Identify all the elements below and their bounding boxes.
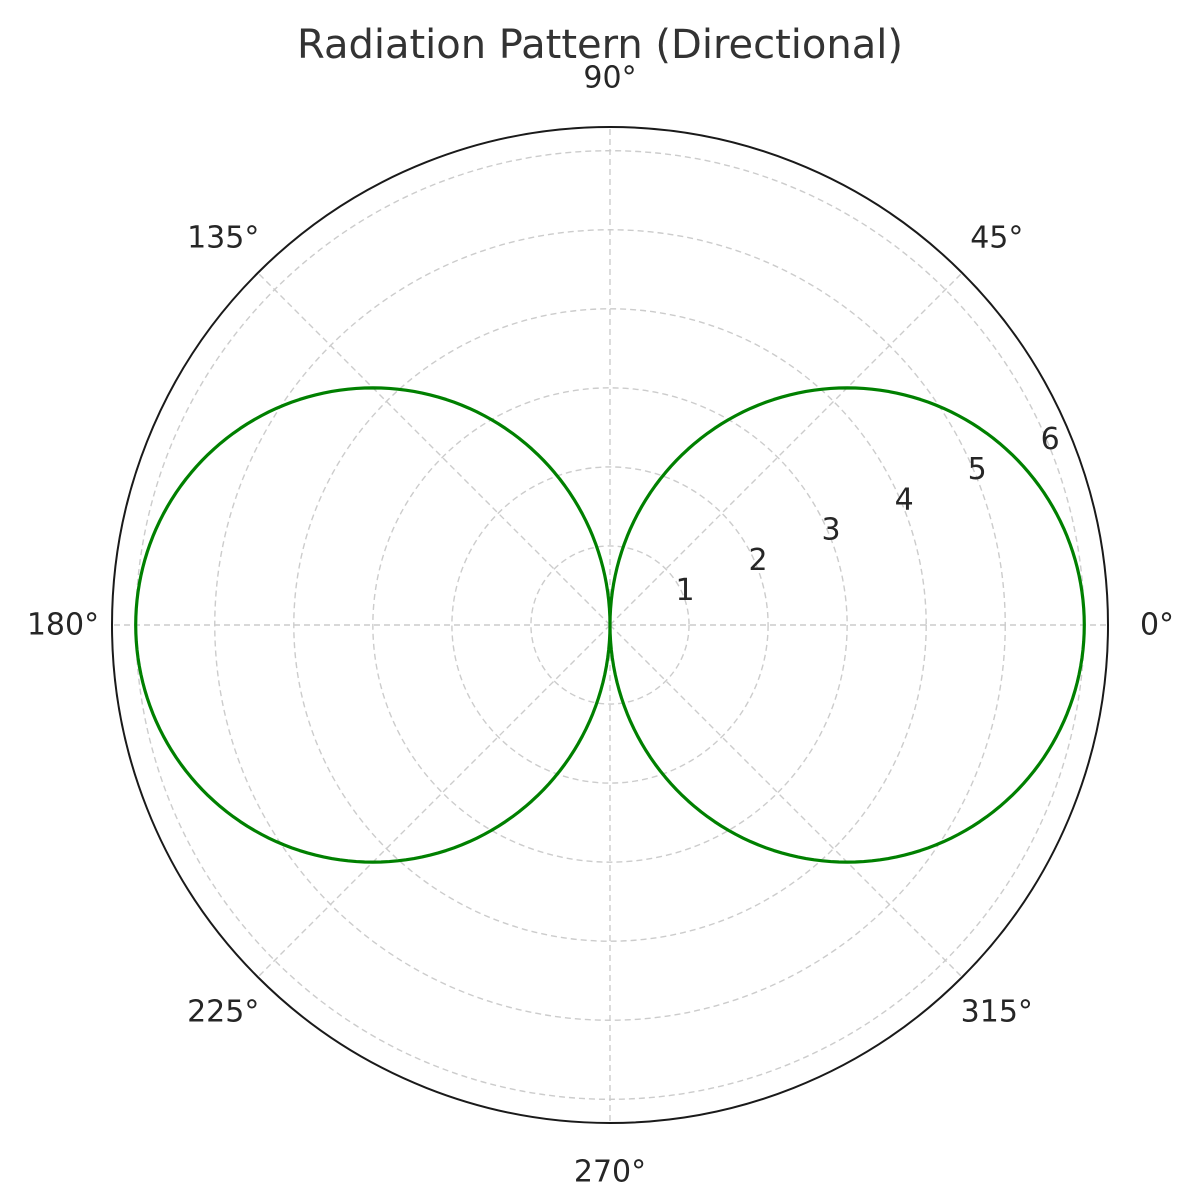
grid-circle-4 bbox=[293, 308, 927, 942]
radial-label-1: 1 bbox=[675, 573, 694, 608]
grid-circle-1 bbox=[530, 545, 690, 705]
radial-label-3: 3 bbox=[822, 513, 841, 548]
angle-label-180: 180° bbox=[27, 608, 99, 643]
grid-circle-2 bbox=[451, 466, 769, 784]
grid-spoke-135 bbox=[257, 272, 611, 626]
angle-label-225: 225° bbox=[187, 994, 259, 1029]
angle-label-45: 45° bbox=[970, 221, 1023, 256]
series-line-0 bbox=[134, 386, 1086, 864]
polar-frame bbox=[111, 126, 1109, 1124]
grid-spoke-45 bbox=[609, 272, 963, 626]
grid-layer bbox=[112, 127, 1108, 1123]
angle-label-90: 90° bbox=[583, 60, 636, 95]
angle-label-315: 315° bbox=[961, 994, 1033, 1029]
radial-label-6: 6 bbox=[1041, 422, 1060, 457]
label-layer: 0° 45° 90° 135° 180° 225° 270° 315° 1 2 3 4 5 6 bbox=[27, 60, 1174, 1189]
series-layer bbox=[134, 386, 1086, 864]
grid-spoke-225 bbox=[257, 624, 611, 978]
grid-spoke-315 bbox=[609, 624, 963, 978]
grid-circle-3 bbox=[372, 387, 848, 863]
angle-label-0: 0° bbox=[1140, 608, 1174, 643]
angle-label-135: 135° bbox=[187, 221, 259, 256]
frame-layer bbox=[111, 126, 1109, 1124]
radial-label-4: 4 bbox=[895, 482, 914, 517]
radial-label-5: 5 bbox=[968, 452, 987, 487]
angle-label-270: 270° bbox=[574, 1155, 646, 1190]
chart-title: Radiation Pattern (Directional) bbox=[297, 22, 903, 68]
radial-label-2: 2 bbox=[749, 543, 768, 578]
